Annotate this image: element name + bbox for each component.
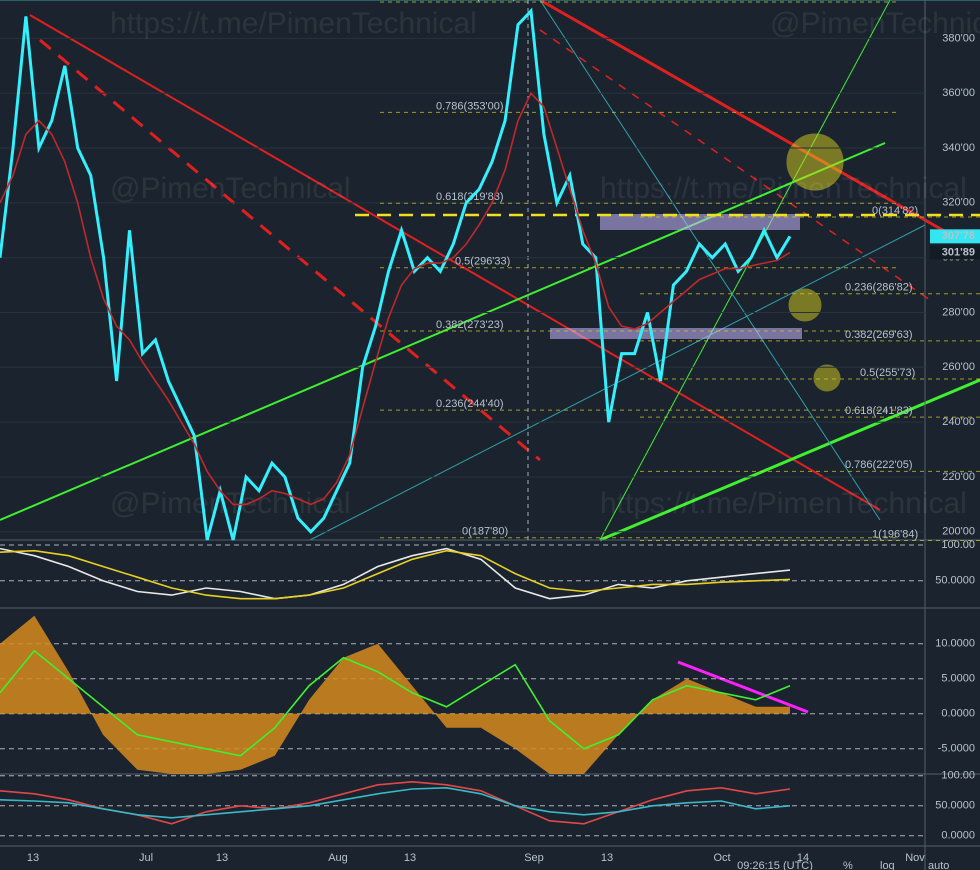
y-tick-label: 220'00: [942, 471, 975, 483]
trend-line: [677, 660, 809, 714]
price-label-box: [930, 229, 980, 244]
x-tick-label: Jul: [139, 852, 153, 864]
x-tick-label: 13: [216, 852, 228, 864]
line: [0, 786, 791, 819]
fib-label: 0.5(255'73): [860, 367, 915, 379]
watermark: https://t.me/PimenTechnical: [110, 7, 477, 40]
area: [0, 615, 790, 774]
y-tick-label: 50.0000: [935, 575, 975, 587]
line: [0, 547, 791, 600]
fib-label: 0(314'82): [872, 205, 918, 217]
fib-label: 0.382(269'63): [845, 329, 913, 341]
scale-button[interactable]: auto: [928, 860, 949, 870]
line: [0, 649, 791, 757]
fib-label: 0.236(286'82): [845, 282, 913, 294]
y-tick-label: 100.00: [941, 539, 975, 551]
zone: [600, 214, 800, 230]
fib-label: 0.786(222'05): [845, 459, 913, 471]
y-tick-label: 10.0000: [935, 638, 975, 650]
y-tick-label: -5.0000: [938, 743, 975, 755]
y-tick-label: 5.0000: [941, 673, 975, 685]
highlight: [813, 364, 841, 392]
watermark: https://t.me/PimenTechnical: [600, 487, 967, 520]
y-tick-label: 380'00: [942, 32, 975, 44]
x-tick-label: 13: [27, 852, 39, 864]
y-tick-label: 260'00: [942, 361, 975, 373]
y-tick-label: 340'00: [942, 142, 975, 154]
trend-line: [0, 142, 886, 521]
x-tick-label: 13: [404, 852, 416, 864]
fib-label: 0.618(241'83): [845, 405, 913, 417]
trend-line: [599, 378, 980, 542]
y-tick-label: 0.0000: [941, 708, 975, 720]
trend-line: [39, 38, 541, 462]
y-tick-label: 320'00: [942, 197, 975, 209]
fib-label: 1(393'26): [470, 0, 516, 2]
x-tick-label: Nov: [905, 852, 925, 864]
watermark: https://t.me/PimenTechnical: [600, 172, 967, 205]
watermark: @PimenTechnical: [770, 7, 980, 40]
y-tick-label: 50.0000: [935, 800, 975, 812]
trend-line: [539, 0, 961, 242]
price-label: 301'89: [942, 246, 975, 258]
x-tick-label: 14: [797, 852, 809, 864]
line: [0, 549, 791, 600]
y-tick-label: 360'00: [942, 87, 975, 99]
x-tick-label: 13: [601, 852, 613, 864]
fib-label: 0.236(244'40): [436, 398, 504, 410]
highlight: [788, 288, 822, 322]
x-tick-label: Sep: [524, 852, 544, 864]
fib-label: 1(196'84): [872, 528, 918, 540]
scale-button[interactable]: %: [843, 860, 853, 870]
price-label-box: [930, 245, 980, 260]
scale-button[interactable]: log: [880, 860, 895, 870]
fib-label: 0.382(273'23): [436, 319, 504, 331]
x-tick-label: Aug: [328, 852, 348, 864]
zone: [550, 328, 802, 339]
fib-label: 0(187'80): [462, 526, 508, 538]
y-tick-label: 240'00: [942, 416, 975, 428]
price-label: 307'78: [942, 230, 975, 242]
line: [0, 7, 792, 541]
y-tick-label: 200'00: [942, 526, 975, 538]
trend-line: [29, 14, 881, 511]
y-tick-label: 280'00: [942, 306, 975, 318]
time-label: 09:26:15 (UTC): [737, 860, 813, 870]
y-tick-label: 0.0000: [941, 830, 975, 842]
watermark: @PimenTechnical: [110, 172, 351, 205]
fib-label: 0.5(296'33): [455, 256, 510, 268]
trend-line: [599, 0, 891, 541]
trend-line: [539, 0, 881, 521]
fib-label: 0.786(353'00): [436, 100, 504, 112]
line: [0, 91, 791, 506]
y-tick-label: 100.00: [941, 770, 975, 782]
x-tick-label: Oct: [713, 852, 730, 864]
